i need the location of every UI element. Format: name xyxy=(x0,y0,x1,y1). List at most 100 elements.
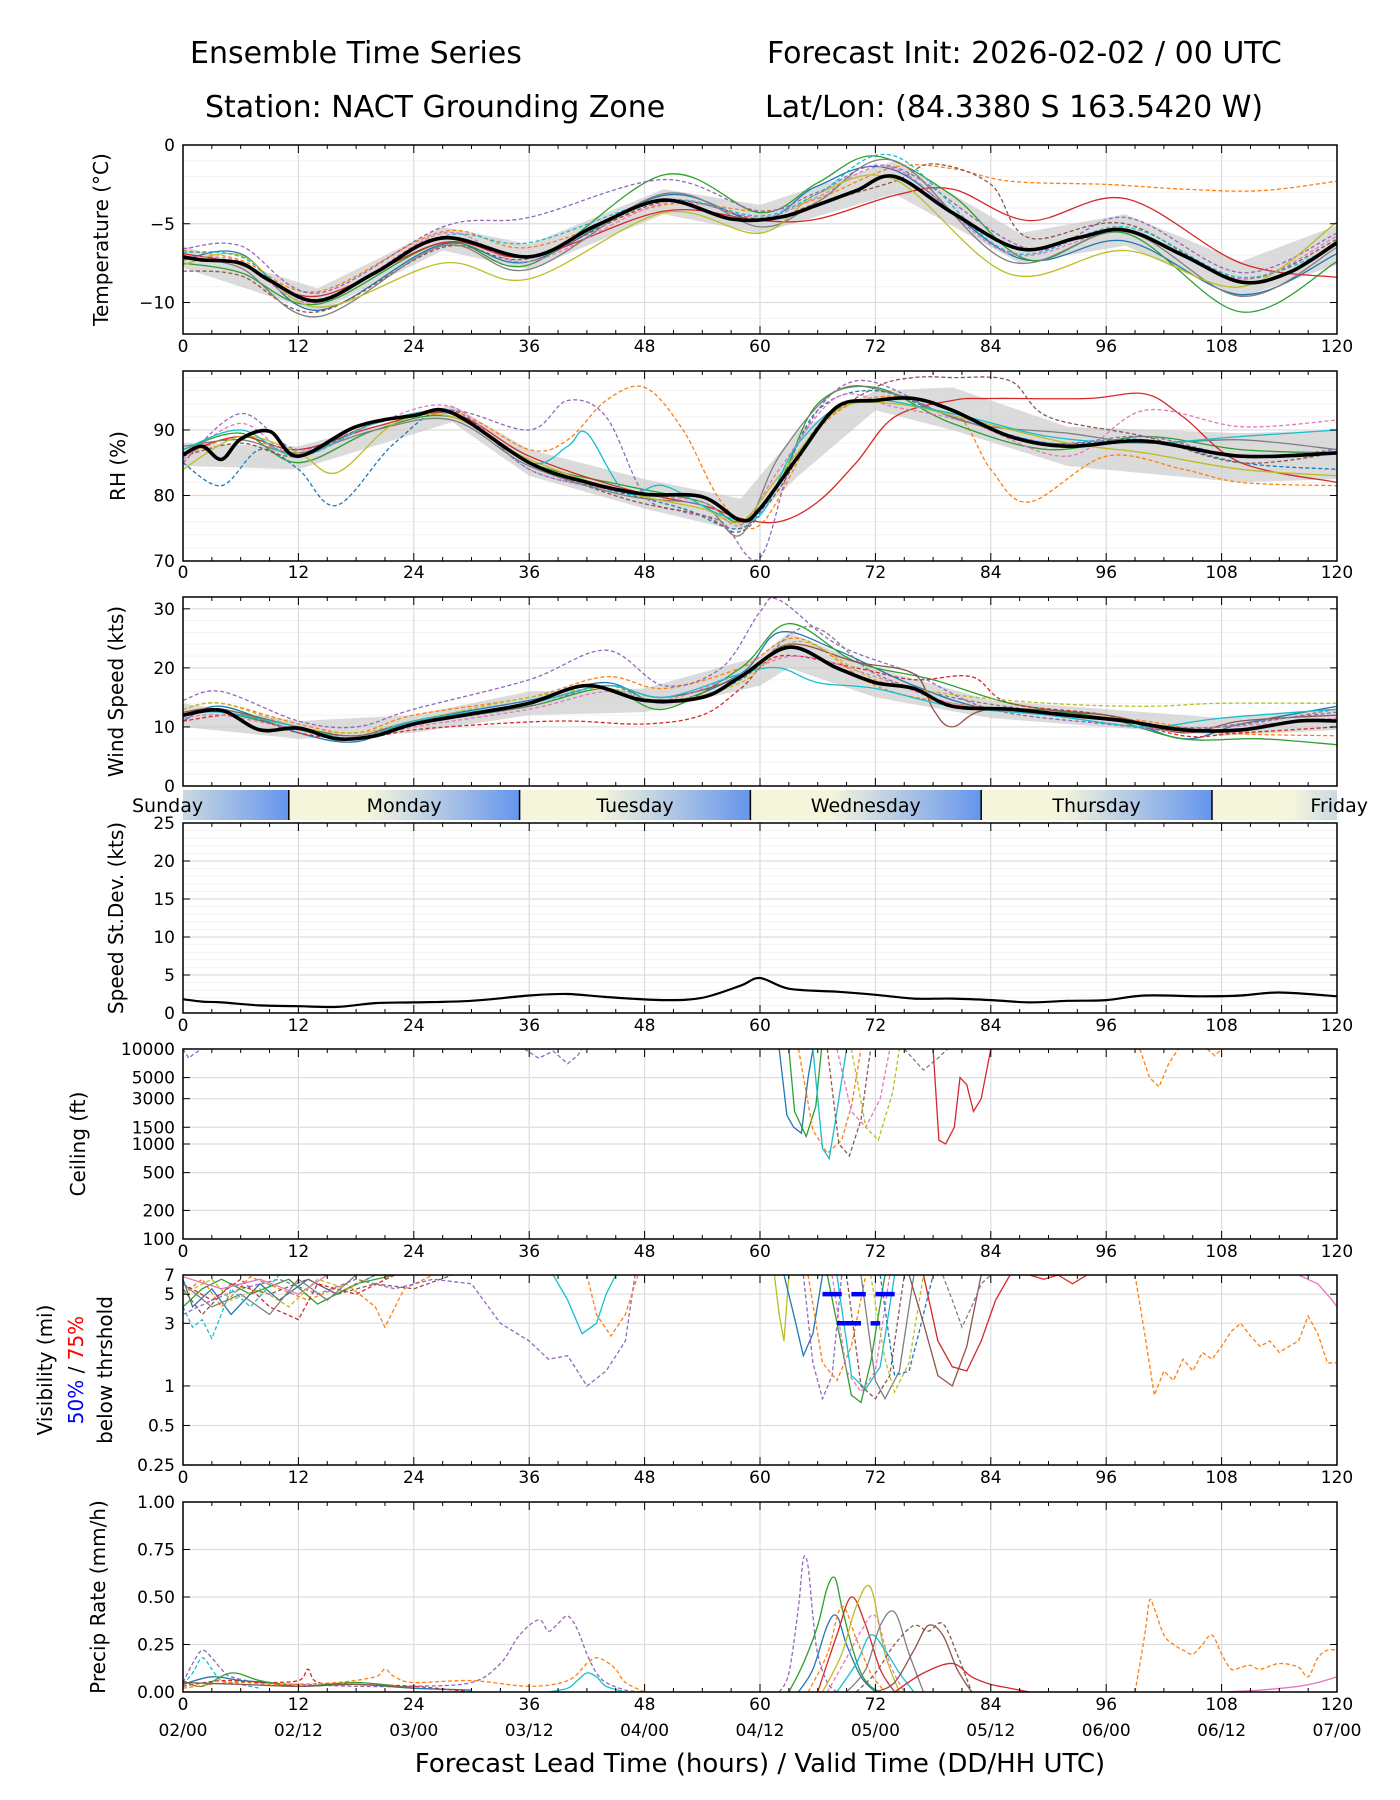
x-tick-label: 24 xyxy=(403,337,425,357)
ensemble-member-line xyxy=(183,1275,434,1329)
x-tick-label: 60 xyxy=(749,1242,771,1262)
x-tick-label: 84 xyxy=(980,563,1002,583)
x-tick-label: 36 xyxy=(518,1695,540,1715)
y-tick-label: 1500 xyxy=(132,1118,175,1138)
ensemble-member-line xyxy=(788,1576,881,1692)
x-tick-label: 96 xyxy=(1095,1695,1117,1715)
ensemble-member-line xyxy=(183,1275,357,1316)
valid-time-label: 04/00 xyxy=(620,1721,669,1741)
day-band: Sunday Monday Tuesday Wednesday Thursday Frid… xyxy=(132,790,1368,820)
panel-speed_stdev: 0 5 10 15 20 25 0 12 24 36 48 60 72 84 96 108 120 Speed S… xyxy=(104,814,1353,1036)
valid-time-label: 04/12 xyxy=(736,1721,785,1741)
y-tick-label: 5 xyxy=(164,1285,175,1305)
ensemble-member-line xyxy=(183,163,1337,313)
x-tick-label: 96 xyxy=(1095,337,1117,357)
x-tick-label: 60 xyxy=(749,1468,771,1488)
ensemble-member-line xyxy=(922,1275,1011,1372)
ensemble-member-line xyxy=(773,1275,790,1342)
y-tick-label: 7 xyxy=(164,1266,175,1286)
x-tick-label: 108 xyxy=(1205,563,1237,583)
y-tick-label: 0 xyxy=(164,777,175,797)
ensemble-member-line xyxy=(586,1275,639,1338)
x-tick-label: 108 xyxy=(1205,1016,1237,1036)
x-tick-label: 24 xyxy=(403,1468,425,1488)
ensemble-member-line xyxy=(183,174,1337,308)
x-tick-label: 48 xyxy=(634,1695,656,1715)
x-tick-label: 36 xyxy=(518,1242,540,1262)
x-tick-label: 36 xyxy=(518,337,540,357)
ensemble-member-line xyxy=(183,1657,261,1689)
ensemble-member-line xyxy=(875,1624,973,1692)
day-cell xyxy=(750,790,982,820)
day-cell xyxy=(981,790,1212,820)
ensemble-member-line xyxy=(1221,1676,1337,1692)
y-tick-label: 0.25 xyxy=(137,1636,175,1656)
ensemble-member-line xyxy=(797,1049,862,1155)
valid-time-label: 05/00 xyxy=(851,1721,900,1741)
p75-label: 75% xyxy=(64,1316,88,1360)
ensemble-member-line xyxy=(183,1275,636,1387)
ensemble-member-line xyxy=(1139,1049,1179,1088)
ensemble-member-line xyxy=(903,1049,948,1071)
x-tick-label: 72 xyxy=(865,1016,887,1036)
ensemble-member-line xyxy=(778,1555,838,1692)
panel-wind_speed: 0 10 20 30 Wind Speed (kts) xyxy=(104,596,1338,797)
y-axis-label: Wind Speed (kts) xyxy=(104,606,128,777)
station-label: Station: NACT Grounding Zone xyxy=(205,90,666,125)
ensemble-member-line xyxy=(183,1657,645,1692)
ensemble-member-line xyxy=(183,164,1337,294)
y-tick-label: 30 xyxy=(153,600,175,620)
x-tick-label: 108 xyxy=(1205,1242,1237,1262)
day-label: Tuesday xyxy=(595,795,673,817)
x-tick-label: 48 xyxy=(634,337,656,357)
valid-time-label: 06/00 xyxy=(1082,1721,1131,1741)
ensemble-member-line xyxy=(183,1275,328,1295)
y-axis-label: Temperature (°C) xyxy=(89,153,113,327)
valid-time-label: 03/00 xyxy=(389,1721,438,1741)
x-tick-label: 108 xyxy=(1205,1468,1237,1488)
ensemble-member-line xyxy=(183,392,1337,524)
ensemble-member-line xyxy=(183,643,1337,737)
y-tick-label: 0 xyxy=(164,136,175,156)
x-tick-label: 48 xyxy=(634,563,656,583)
plot-area xyxy=(183,1555,1337,1692)
y-axis-label: Precip Rate (mm/h) xyxy=(86,1500,110,1694)
x-tick-label: 120 xyxy=(1321,1468,1353,1488)
valid-time-label: 05/12 xyxy=(966,1721,1015,1741)
x-tick-label: 72 xyxy=(865,563,887,583)
panel-precip_rate: 0.00 0.25 0.50 0.75 1.00 0 12 24 36 48 60 72 84 96 108… xyxy=(86,1493,1353,1715)
p-separator: / xyxy=(64,1360,88,1379)
ensemble-member-line xyxy=(894,1662,1030,1692)
x-tick-label: 12 xyxy=(288,337,310,357)
ensemble-member-line xyxy=(932,1049,992,1145)
ensemble-mean-line xyxy=(183,174,1337,303)
y-tick-label: 25 xyxy=(153,814,175,834)
ensemble-member-line xyxy=(807,1275,867,1382)
x-tick-label: 120 xyxy=(1321,1016,1353,1036)
ensemble-member-line xyxy=(183,1615,645,1692)
ensemble-member-line xyxy=(778,1049,814,1135)
plot-area xyxy=(183,1049,1223,1161)
ensemble-member-line xyxy=(783,1275,824,1358)
x-tick-label: 0 xyxy=(178,1242,189,1262)
y-tick-label: −5 xyxy=(150,215,175,235)
valid-time-label: 02/12 xyxy=(274,1721,323,1741)
x-tick-label: 24 xyxy=(403,563,425,583)
y-tick-label: 5 xyxy=(164,966,175,986)
x-tick-label: 12 xyxy=(288,563,310,583)
day-cell xyxy=(1211,790,1337,820)
ensemble-member-line xyxy=(183,1275,395,1308)
x-tick-label: 120 xyxy=(1321,1695,1353,1715)
ensemble-member-line xyxy=(908,1275,982,1388)
y-axis-label: Ceiling (ft) xyxy=(66,1092,90,1197)
x-tick-label: 60 xyxy=(749,1695,771,1715)
x-tick-label: 48 xyxy=(634,1242,656,1262)
ensemble-member-line xyxy=(183,155,1337,313)
valid-time-label: 06/12 xyxy=(1197,1721,1246,1741)
chart-title: Ensemble Time Series xyxy=(190,36,522,71)
ensemble-member-line xyxy=(183,401,1337,524)
valid-time-label: 03/12 xyxy=(505,1721,554,1741)
ensemble-member-line xyxy=(855,1622,973,1692)
plot-area xyxy=(183,597,1337,746)
x-tick-label: 120 xyxy=(1321,337,1353,357)
